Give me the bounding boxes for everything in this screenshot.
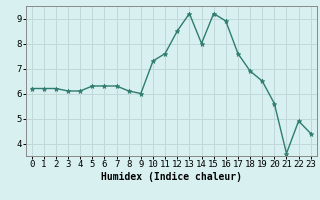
X-axis label: Humidex (Indice chaleur): Humidex (Indice chaleur) (101, 172, 242, 182)
